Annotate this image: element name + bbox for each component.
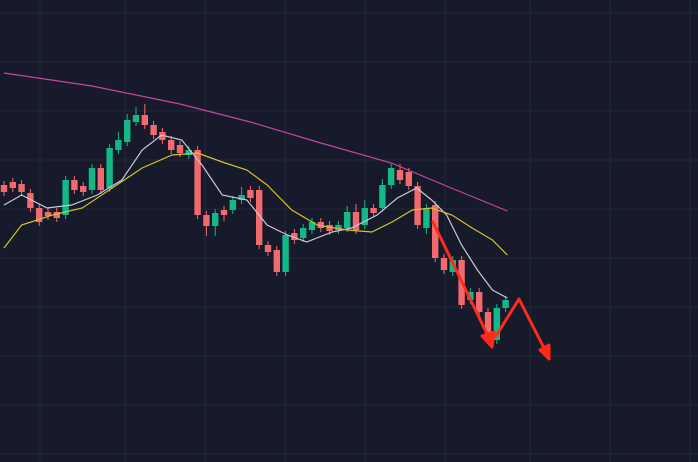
candle-body xyxy=(97,168,104,190)
arrow-head xyxy=(538,343,551,361)
arrow-line xyxy=(431,220,491,340)
candle-body xyxy=(256,190,263,245)
candle-body xyxy=(379,185,386,208)
candle-body xyxy=(282,235,289,272)
candle-body xyxy=(220,210,228,215)
candle-body xyxy=(502,300,509,308)
moving-average-line xyxy=(3,72,508,212)
candle-body xyxy=(247,190,254,198)
candle-body xyxy=(141,115,148,125)
candle-body xyxy=(229,200,236,210)
candle-body xyxy=(423,208,430,228)
candle-body xyxy=(168,140,175,150)
candle-body xyxy=(291,233,298,240)
candle-body xyxy=(176,145,184,153)
candle-body xyxy=(405,172,412,186)
candle-body xyxy=(159,132,166,140)
annotation-arrows xyxy=(431,220,551,361)
candle-body xyxy=(132,115,140,122)
candle-body xyxy=(414,186,421,225)
arrow-line xyxy=(494,297,547,352)
candle-body xyxy=(124,120,131,142)
candle-body xyxy=(308,222,316,230)
candle-body xyxy=(467,292,474,300)
candle-body xyxy=(203,215,210,226)
candle-body xyxy=(150,125,157,135)
candle-body xyxy=(44,212,52,216)
candle-body xyxy=(388,168,395,185)
candle-body xyxy=(106,148,113,188)
candle-body xyxy=(185,150,192,155)
candle-body xyxy=(476,292,483,312)
candle-body xyxy=(0,185,8,192)
arrow-head xyxy=(480,330,496,349)
candle-body xyxy=(88,168,96,190)
candle-body xyxy=(9,182,16,188)
candle-body xyxy=(80,186,87,192)
candle-body xyxy=(273,250,280,272)
candle-body xyxy=(264,245,272,252)
candle-body xyxy=(493,308,500,340)
candle-body xyxy=(71,180,78,190)
candle-body xyxy=(62,180,69,215)
candle-body xyxy=(115,140,122,150)
candle-body xyxy=(194,150,201,215)
plot xyxy=(0,12,698,455)
candle-body xyxy=(352,212,360,230)
candle-body xyxy=(335,225,342,230)
candle-body xyxy=(432,205,439,258)
candle-body xyxy=(484,312,492,340)
candle-body xyxy=(344,212,351,228)
candle-body xyxy=(396,170,404,180)
candle-body xyxy=(440,258,448,270)
candle-body xyxy=(36,208,43,222)
candle-body xyxy=(238,195,245,200)
candle-body xyxy=(326,225,333,231)
candle-body xyxy=(53,212,60,218)
candle-body xyxy=(370,208,377,213)
candle-body xyxy=(361,208,368,225)
candle-body xyxy=(300,228,307,238)
candle-body xyxy=(212,213,219,226)
moving-average-line xyxy=(3,152,508,256)
candle-body xyxy=(18,184,25,192)
candle-body xyxy=(27,193,34,208)
